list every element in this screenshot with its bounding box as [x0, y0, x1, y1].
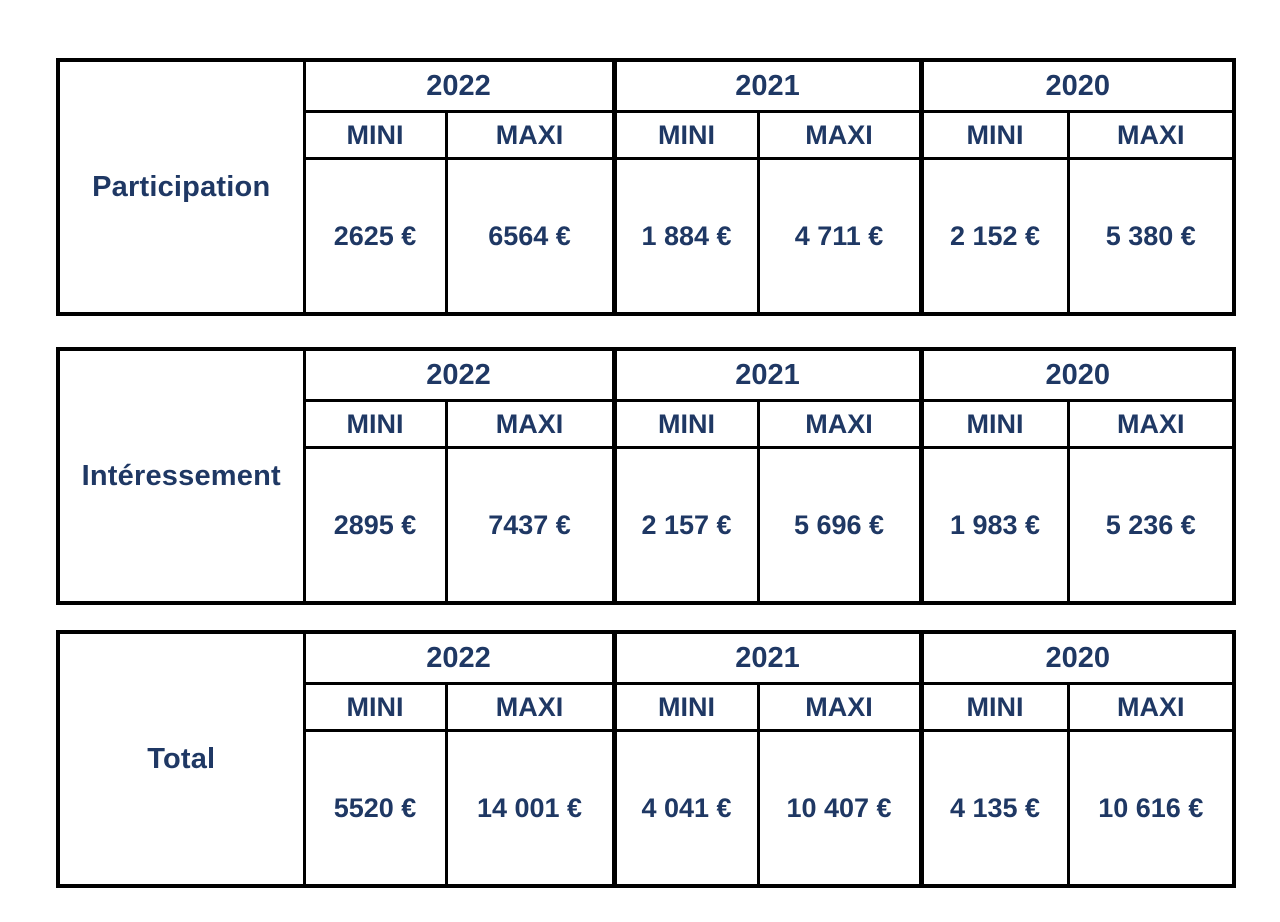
col-header-mini: MINI: [611, 682, 760, 732]
col-header-mini: MINI: [918, 110, 1070, 160]
col-header-maxi: MAXI: [444, 682, 616, 732]
col-header-mini: MINI: [302, 399, 448, 449]
value-cell: 1 884 €: [611, 157, 760, 316]
year-header-2022: 2022: [302, 347, 616, 402]
value-cell: 6564 €: [444, 157, 616, 316]
col-header-mini: MINI: [918, 682, 1070, 732]
col-header-mini: MINI: [918, 399, 1070, 449]
year-header-2022: 2022: [302, 58, 616, 113]
col-header-maxi: MAXI: [444, 110, 616, 160]
value-cell: 1 983 €: [918, 446, 1070, 605]
col-header-maxi: MAXI: [756, 399, 923, 449]
value-cell: 2625 €: [302, 157, 448, 316]
value-cell: 10 407 €: [756, 729, 923, 888]
col-header-mini: MINI: [611, 110, 760, 160]
value-cell: 2895 €: [302, 446, 448, 605]
year-header-2021: 2021: [611, 347, 923, 402]
col-header-mini: MINI: [302, 110, 448, 160]
col-header-maxi: MAXI: [444, 399, 616, 449]
col-header-maxi: MAXI: [756, 110, 923, 160]
value-cell: 7437 €: [444, 446, 616, 605]
col-header-mini: MINI: [302, 682, 448, 732]
value-cell: 14 001 €: [444, 729, 616, 888]
col-header-maxi: MAXI: [1066, 110, 1236, 160]
value-cell: 5 236 €: [1066, 446, 1236, 605]
total-table: Total 2022 2021 2020 MINI MAXI MINI MAXI…: [56, 630, 1237, 888]
year-header-2020: 2020: [918, 58, 1236, 113]
col-header-maxi: MAXI: [756, 682, 923, 732]
value-cell: 4 041 €: [611, 729, 760, 888]
value-cell: 4 711 €: [756, 157, 923, 316]
year-header-2020: 2020: [918, 347, 1236, 402]
value-cell: 2 157 €: [611, 446, 760, 605]
col-header-mini: MINI: [611, 399, 760, 449]
year-header-2022: 2022: [302, 630, 616, 685]
interessement-table: Intéressement 2022 2021 2020 MINI MAXI M…: [56, 347, 1237, 605]
value-cell: 5 380 €: [1066, 157, 1236, 316]
value-cell: 5 696 €: [756, 446, 923, 605]
row-label-interessement: Intéressement: [56, 347, 306, 605]
col-header-maxi: MAXI: [1066, 682, 1236, 732]
row-label-participation: Participation: [56, 58, 306, 316]
value-cell: 4 135 €: [918, 729, 1070, 888]
value-cell: 5520 €: [302, 729, 448, 888]
value-cell: 2 152 €: [918, 157, 1070, 316]
col-header-maxi: MAXI: [1066, 399, 1236, 449]
year-header-2020: 2020: [918, 630, 1236, 685]
year-header-2021: 2021: [611, 630, 923, 685]
year-header-2021: 2021: [611, 58, 923, 113]
row-label-total: Total: [56, 630, 306, 888]
value-cell: 10 616 €: [1066, 729, 1236, 888]
participation-table: Participation 2022 2021 2020 MINI MAXI M…: [56, 58, 1237, 316]
